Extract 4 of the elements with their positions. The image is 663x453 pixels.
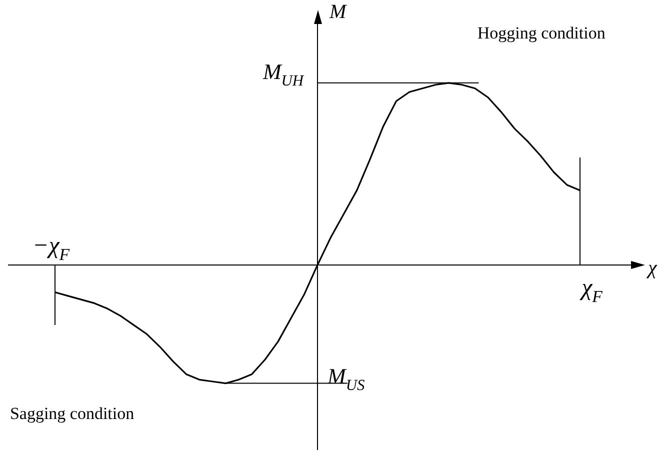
x-axis-title: χ xyxy=(646,256,658,279)
y-axis-title: M xyxy=(328,1,348,23)
text: Hogging condition xyxy=(477,23,606,42)
text: Sagging condition xyxy=(10,404,135,423)
